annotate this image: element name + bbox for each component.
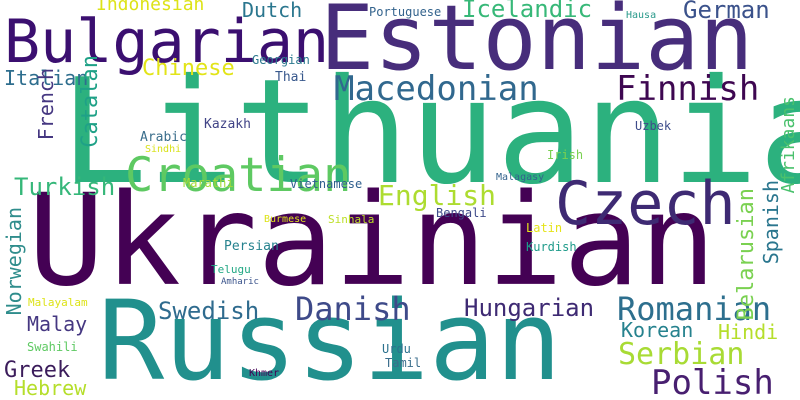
word-polish: Polish <box>651 363 774 400</box>
word-georgian: Georgian <box>252 53 310 67</box>
word-lithuanian: Lithuanian <box>60 48 800 217</box>
word-kazakh: Kazakh <box>204 117 251 132</box>
word-sindhi: Sindhi <box>145 144 182 155</box>
word-malayalam: Malayalam <box>28 296 88 309</box>
word-swedish: Swedish <box>158 297 260 325</box>
word-turkish: Turkish <box>14 173 116 201</box>
word-persian: Persian <box>224 239 279 254</box>
word-irish: Irish <box>547 148 584 162</box>
word-portuguese: Portuguese <box>369 5 442 19</box>
word-french: French <box>34 68 58 141</box>
word-romanian: Romanian <box>617 290 772 328</box>
word-greek: Greek <box>4 358 71 383</box>
word-marathi: Marathi <box>183 176 234 190</box>
word-amharic: Amharic <box>221 277 259 287</box>
word-estonian: Estonian <box>320 0 754 91</box>
word-hindi: Hindi <box>718 320 779 344</box>
word-indonesian: Indonesian <box>96 0 205 15</box>
word-hausa: Hausa <box>626 10 657 21</box>
word-bengali: Bengali <box>436 206 487 220</box>
word-arabic: Arabic <box>140 130 187 145</box>
word-catalan: Catalan <box>78 55 103 148</box>
word-swahili: Swahili <box>27 340 78 354</box>
word-sinhala: Sinhala <box>328 213 375 226</box>
word-russian: Russian <box>98 277 562 400</box>
word-latin: Latin <box>526 221 563 235</box>
word-thai: Thai <box>275 70 307 85</box>
word-english: English <box>378 179 497 212</box>
word-afrikaans: Afrikaans <box>778 96 799 194</box>
word-ukrainian: Ukrainian <box>28 166 717 314</box>
word-uzbek: Uzbek <box>635 119 672 133</box>
word-finnish: Finnish <box>616 69 760 109</box>
word-norwegian: Norwegian <box>2 207 26 316</box>
word-czech: Czech <box>555 169 736 239</box>
word-macedonian: Macedonian <box>334 69 539 109</box>
word-vietnamese: Vietnamese <box>290 177 363 191</box>
word-chinese: Chinese <box>142 56 235 81</box>
word-dutch: Dutch <box>242 0 303 22</box>
word-hungarian: Hungarian <box>464 294 595 322</box>
word-khmer: Khmer <box>249 368 280 379</box>
word-burmese: Burmese <box>264 214 307 225</box>
word-hebrew: Hebrew <box>14 376 87 400</box>
word-croatian: Croatian <box>125 148 352 203</box>
word-korean: Korean <box>621 318 694 342</box>
word-german: German <box>683 0 770 24</box>
word-danish: Danish <box>295 290 411 328</box>
word-kurdish: Kurdish <box>526 240 577 254</box>
word-malagasy: Malagasy <box>496 172 545 183</box>
word-belarusian: Belarusian <box>734 188 759 321</box>
word-bulgarian: Bulgarian <box>4 7 330 77</box>
word-serbian: Serbian <box>618 337 745 372</box>
word-tamil: Tamil <box>385 356 422 370</box>
word-icelandic: Icelandic <box>462 0 593 23</box>
word-italian: Italian <box>4 66 89 90</box>
word-telugu: Telugu <box>211 263 251 276</box>
word-urdu: Urdu <box>382 342 411 356</box>
word-malay: Malay <box>27 312 88 336</box>
